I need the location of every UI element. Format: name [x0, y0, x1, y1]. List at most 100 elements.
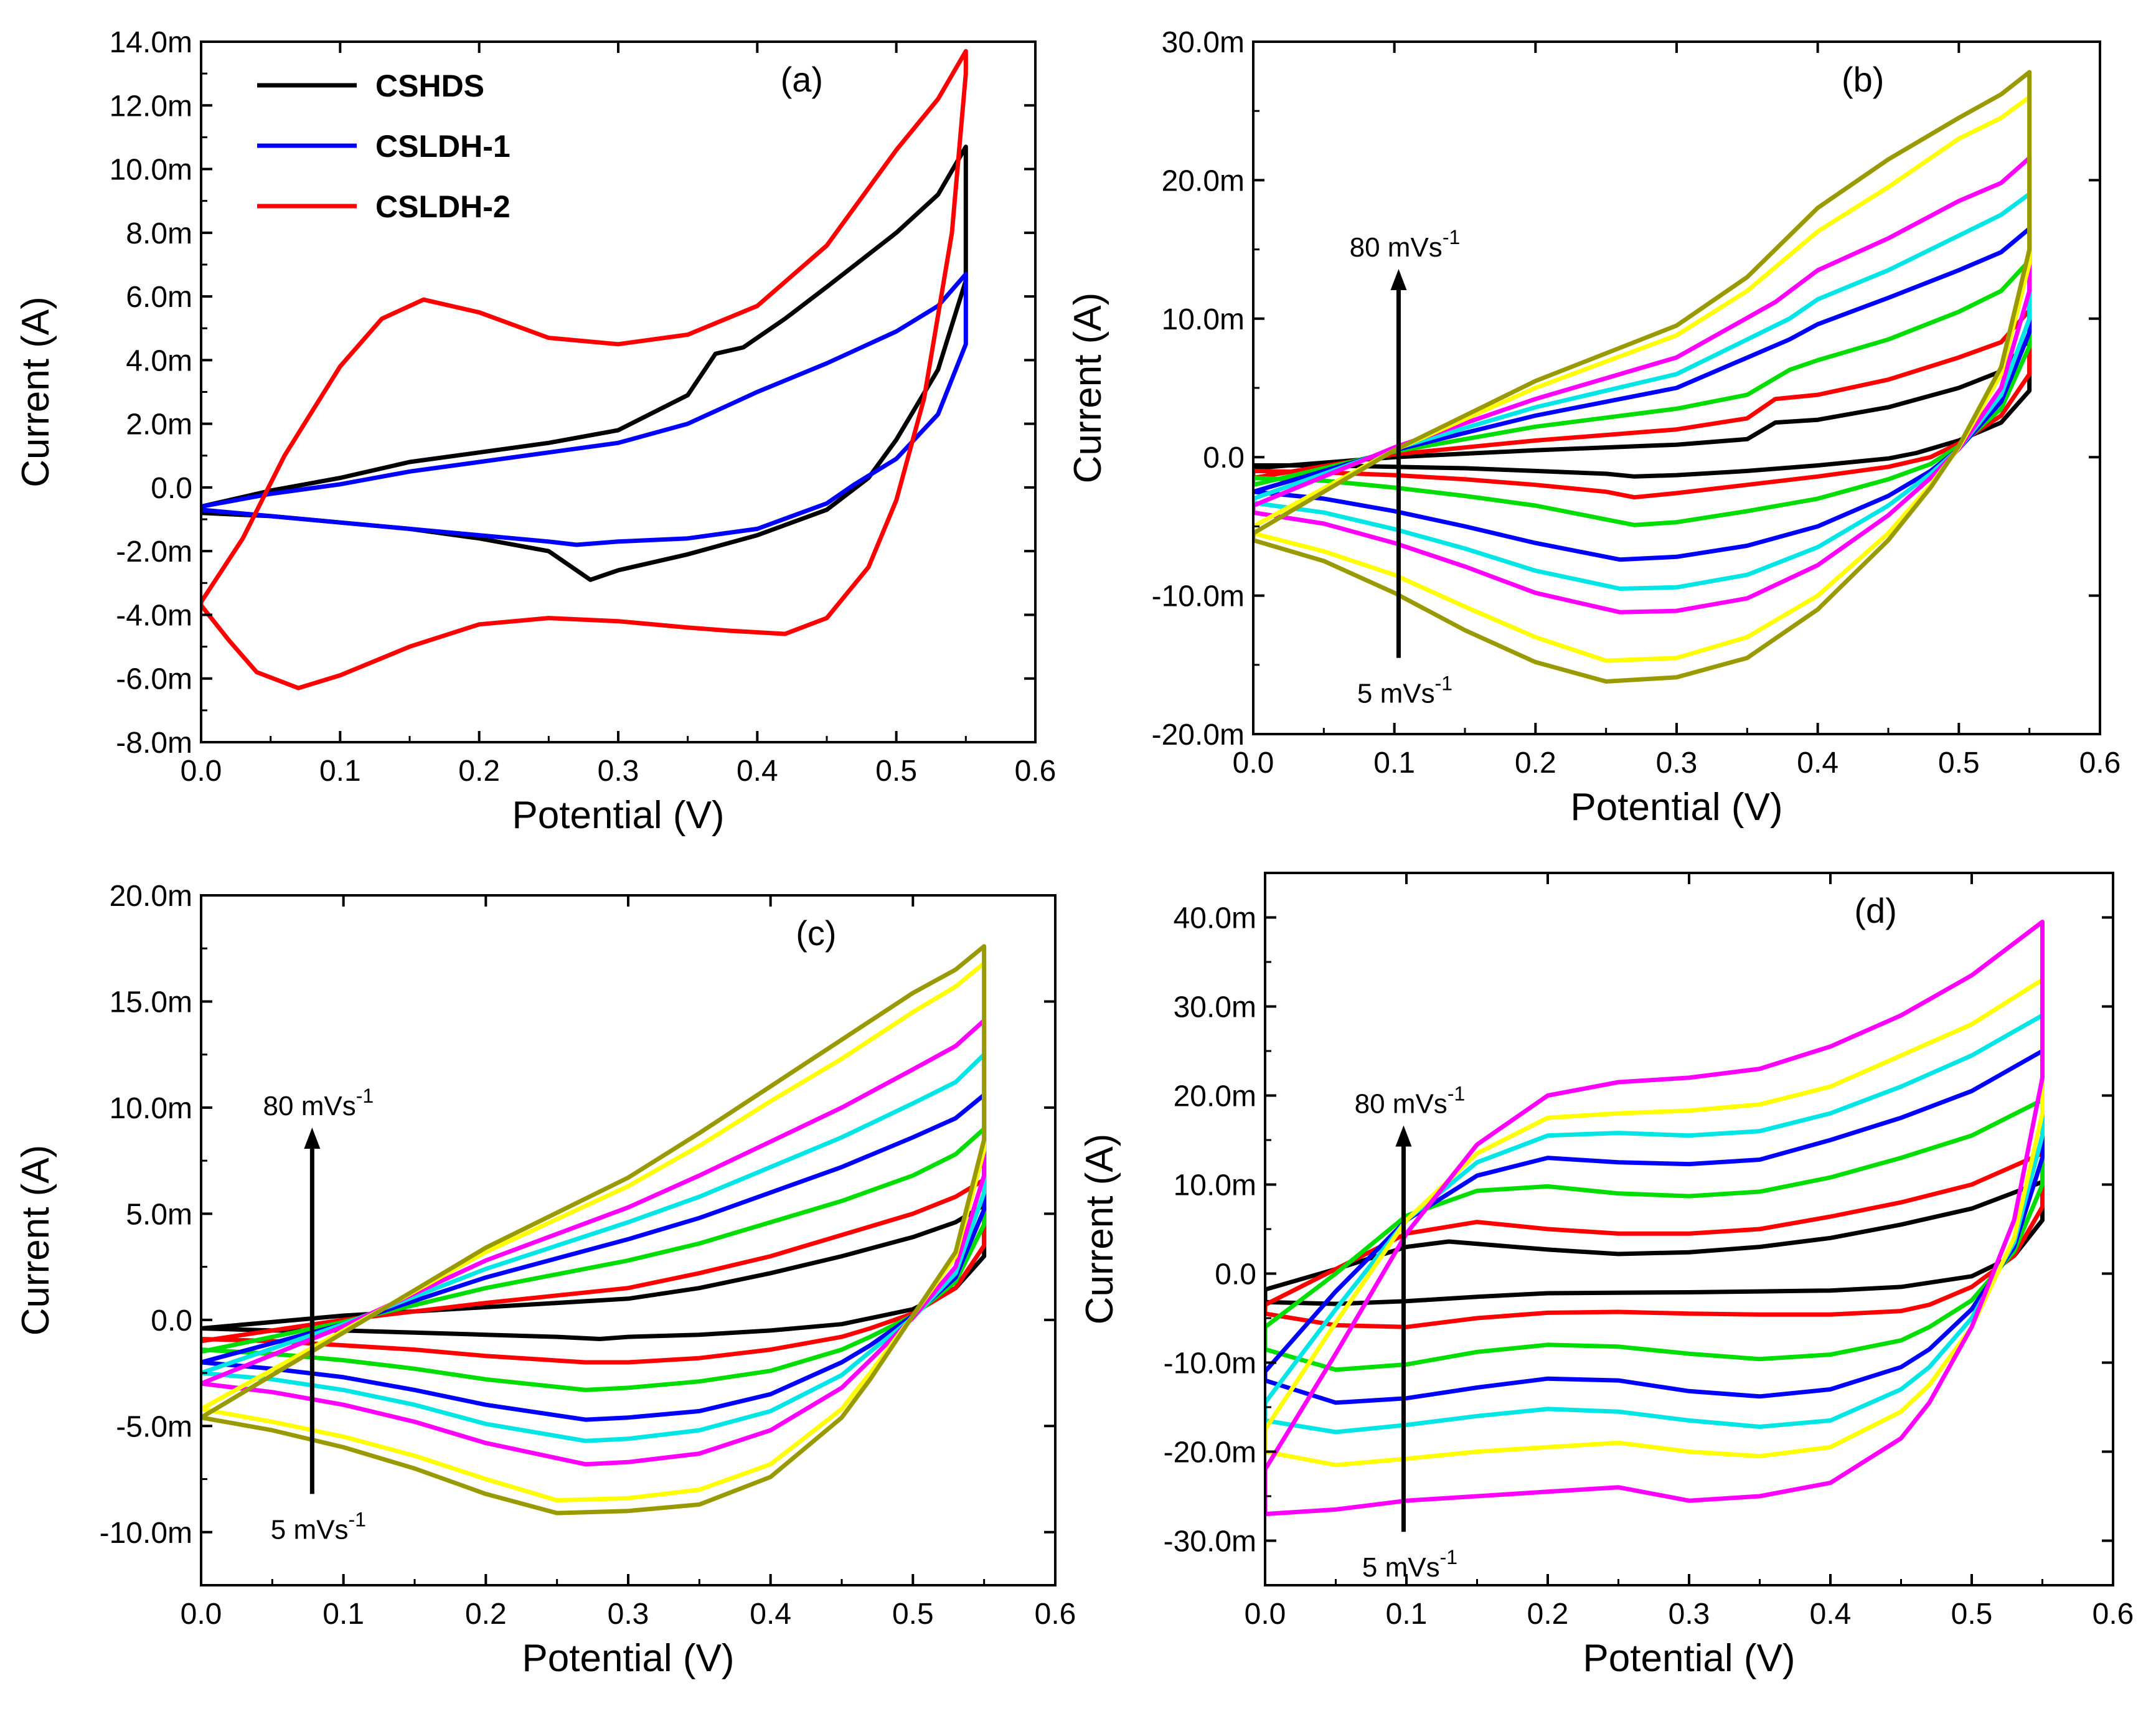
- y-axis-title: Current (A): [1066, 293, 1109, 484]
- x-tick-label: 0.5: [1938, 747, 1980, 780]
- x-axis-title: Potential (V): [512, 794, 724, 837]
- y-tick-label: 5.0m: [126, 1198, 192, 1231]
- annotation-top: 80 mVs-1: [1355, 1083, 1466, 1119]
- x-tick-label: 0.1: [322, 1598, 364, 1631]
- series-line-30-mv-s: [1265, 1049, 2045, 1405]
- y-tick-label: 12.0m: [110, 90, 192, 123]
- y-tick-label: 14.0m: [110, 26, 192, 59]
- y-tick-label: 20.0m: [1174, 1080, 1256, 1113]
- scan-rate-arrowhead: [1390, 268, 1407, 290]
- annotation-top: 80 mVs-1: [263, 1085, 374, 1121]
- y-tick-label: 15.0m: [110, 986, 192, 1019]
- y-tick-label: 0.0: [151, 472, 192, 505]
- y-tick-label: 30.0m: [1174, 991, 1256, 1024]
- series-group: [201, 49, 968, 691]
- y-axis-title: Current (A): [14, 1145, 57, 1336]
- x-tick-label: 0.5: [1951, 1598, 1993, 1631]
- x-axis-title: Potential (V): [1583, 1637, 1795, 1680]
- y-tick-label: 8.0m: [126, 217, 192, 250]
- series-line-30-mv-s: [201, 1093, 987, 1422]
- x-axis-title: Potential (V): [522, 1637, 734, 1680]
- legend-label: CSLDH-1: [375, 129, 511, 164]
- series-line-csldh-2: [201, 49, 968, 691]
- x-tick-label: 0.5: [875, 755, 917, 788]
- y-tick-label: 0.0: [1215, 1258, 1256, 1291]
- annotation-top: 80 mVs-1: [1350, 226, 1461, 263]
- series-line-5-mv-s: [1265, 1179, 2045, 1306]
- series-line-csldh-1: [201, 271, 968, 547]
- y-axis-title: Current (A): [14, 296, 57, 488]
- y-tick-label: 10.0m: [110, 1092, 192, 1125]
- x-tick-label: 0.4: [1797, 747, 1838, 780]
- x-tick-label: 0.6: [2092, 1598, 2134, 1631]
- y-tick-label: 20.0m: [110, 880, 192, 913]
- annotation-bottom: 5 mVs-1: [271, 1508, 366, 1545]
- series-line-50-mv-s: [1253, 156, 2032, 615]
- y-tick-label: -10.0m: [100, 1517, 192, 1550]
- series-line-50-mv-s: [1265, 978, 2045, 1468]
- y-tick-label: -5.0m: [116, 1410, 192, 1443]
- x-tick-label: 0.0: [1233, 747, 1274, 780]
- x-tick-label: 0.6: [1035, 1598, 1076, 1631]
- x-tick-label: 0.6: [1015, 755, 1057, 788]
- panel-label: (a): [781, 60, 823, 99]
- panel-label: (b): [1842, 60, 1884, 99]
- y-tick-label: 0.0: [151, 1304, 192, 1337]
- series-line-5-mv-s: [1253, 337, 2032, 479]
- x-tick-label: 0.3: [598, 755, 639, 788]
- y-tick-label: 40.0m: [1174, 902, 1256, 935]
- y-tick-label: 0.0: [1203, 441, 1245, 474]
- y-tick-label: 4.0m: [126, 344, 192, 377]
- x-tick-label: 0.4: [750, 1598, 791, 1631]
- y-tick-label: 20.0m: [1162, 164, 1245, 197]
- series-line-50-mv-s: [201, 1018, 987, 1467]
- x-tick-label: 0.3: [1656, 747, 1698, 780]
- y-axis-title: Current (A): [1078, 1134, 1121, 1325]
- x-tick-label: 0.4: [1810, 1598, 1852, 1631]
- scan-rate-arrowhead: [1395, 1125, 1412, 1147]
- y-tick-label: -4.0m: [116, 599, 192, 632]
- x-tick-label: 0.3: [1669, 1598, 1710, 1631]
- y-tick-label: 2.0m: [126, 408, 192, 441]
- y-tick-label: 10.0m: [110, 154, 192, 187]
- x-tick-label: 0.0: [181, 1598, 222, 1631]
- y-tick-label: -20.0m: [1152, 719, 1245, 752]
- x-tick-label: 0.2: [1515, 747, 1556, 780]
- x-tick-label: 0.5: [892, 1598, 934, 1631]
- y-tick-label: -6.0m: [116, 663, 192, 696]
- y-tick-label: 10.0m: [1174, 1169, 1256, 1202]
- x-tick-label: 0.1: [1386, 1598, 1428, 1631]
- scan-rate-arrowhead: [304, 1128, 321, 1149]
- y-tick-label: -2.0m: [116, 535, 192, 568]
- series-group: [1253, 70, 2032, 684]
- x-tick-label: 0.6: [2079, 747, 2121, 780]
- series-line-80-mv-s: [201, 944, 987, 1515]
- x-tick-label: 0.1: [319, 755, 361, 788]
- series-line-20-mv-s: [201, 1126, 987, 1392]
- x-axis-title: Potential (V): [1570, 786, 1782, 829]
- legend-label: CSLDH-2: [375, 189, 511, 224]
- series-group: [1265, 920, 2045, 1517]
- series-group: [201, 944, 987, 1515]
- series-line-20-mv-s: [1265, 1098, 2045, 1372]
- panel-d: 0.0 0.1 0.2 0.3 0.4 0.5 0.6 -30.0m -20.0m -10.0m 0…: [1078, 872, 2134, 1680]
- x-tick-label: 0.3: [608, 1598, 649, 1631]
- x-tick-label: 0.4: [737, 755, 778, 788]
- y-tick-label: -20.0m: [1164, 1436, 1256, 1469]
- panel-b: 0.0 0.1 0.2 0.3 0.4 0.5 0.6 -20.0m -10.0m 0.0 10.0…: [1066, 26, 2121, 829]
- x-tick-label: 0.2: [458, 755, 500, 788]
- y-tick-label: 30.0m: [1162, 26, 1245, 59]
- x-tick-label: 0.0: [1245, 1598, 1286, 1631]
- annotation-bottom: 5 mVs-1: [1357, 672, 1452, 709]
- panel-a: 0.0 0.1 0.2 0.3 0.4 0.5 0.6 -8.0m -6.0m -4.0m -2.0…: [14, 26, 1056, 837]
- annotation-bottom: 5 mVs-1: [1362, 1546, 1457, 1583]
- legend-label: CSHDS: [375, 68, 484, 103]
- x-tick-label: 0.2: [1527, 1598, 1569, 1631]
- y-tick-label: -10.0m: [1152, 580, 1245, 613]
- x-tick-label: 0.2: [465, 1598, 507, 1631]
- y-tick-label: 6.0m: [126, 281, 192, 314]
- series-line-80-mv-s: [1265, 920, 2045, 1517]
- panel-label: (d): [1854, 891, 1896, 930]
- series-line-60-mv-s: [1253, 95, 2032, 663]
- x-tick-label: 0.1: [1373, 747, 1415, 780]
